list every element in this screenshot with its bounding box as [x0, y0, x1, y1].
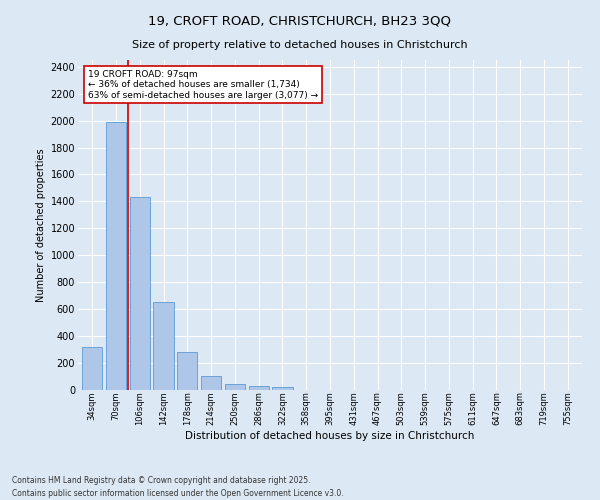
Bar — [106, 122, 126, 390]
Bar — [154, 302, 173, 390]
Bar — [225, 384, 245, 390]
X-axis label: Distribution of detached houses by size in Christchurch: Distribution of detached houses by size … — [185, 431, 475, 441]
Bar — [177, 352, 197, 390]
Y-axis label: Number of detached properties: Number of detached properties — [37, 148, 46, 302]
Text: 19, CROFT ROAD, CHRISTCHURCH, BH23 3QQ: 19, CROFT ROAD, CHRISTCHURCH, BH23 3QQ — [149, 15, 452, 28]
Bar — [248, 386, 269, 390]
Text: 19 CROFT ROAD: 97sqm
← 36% of detached houses are smaller (1,734)
63% of semi-de: 19 CROFT ROAD: 97sqm ← 36% of detached h… — [88, 70, 318, 100]
Bar — [201, 376, 221, 390]
Bar — [82, 347, 103, 390]
Bar — [272, 388, 293, 390]
Text: Size of property relative to detached houses in Christchurch: Size of property relative to detached ho… — [132, 40, 468, 50]
Bar — [130, 198, 150, 390]
Text: Contains HM Land Registry data © Crown copyright and database right 2025.
Contai: Contains HM Land Registry data © Crown c… — [12, 476, 344, 498]
